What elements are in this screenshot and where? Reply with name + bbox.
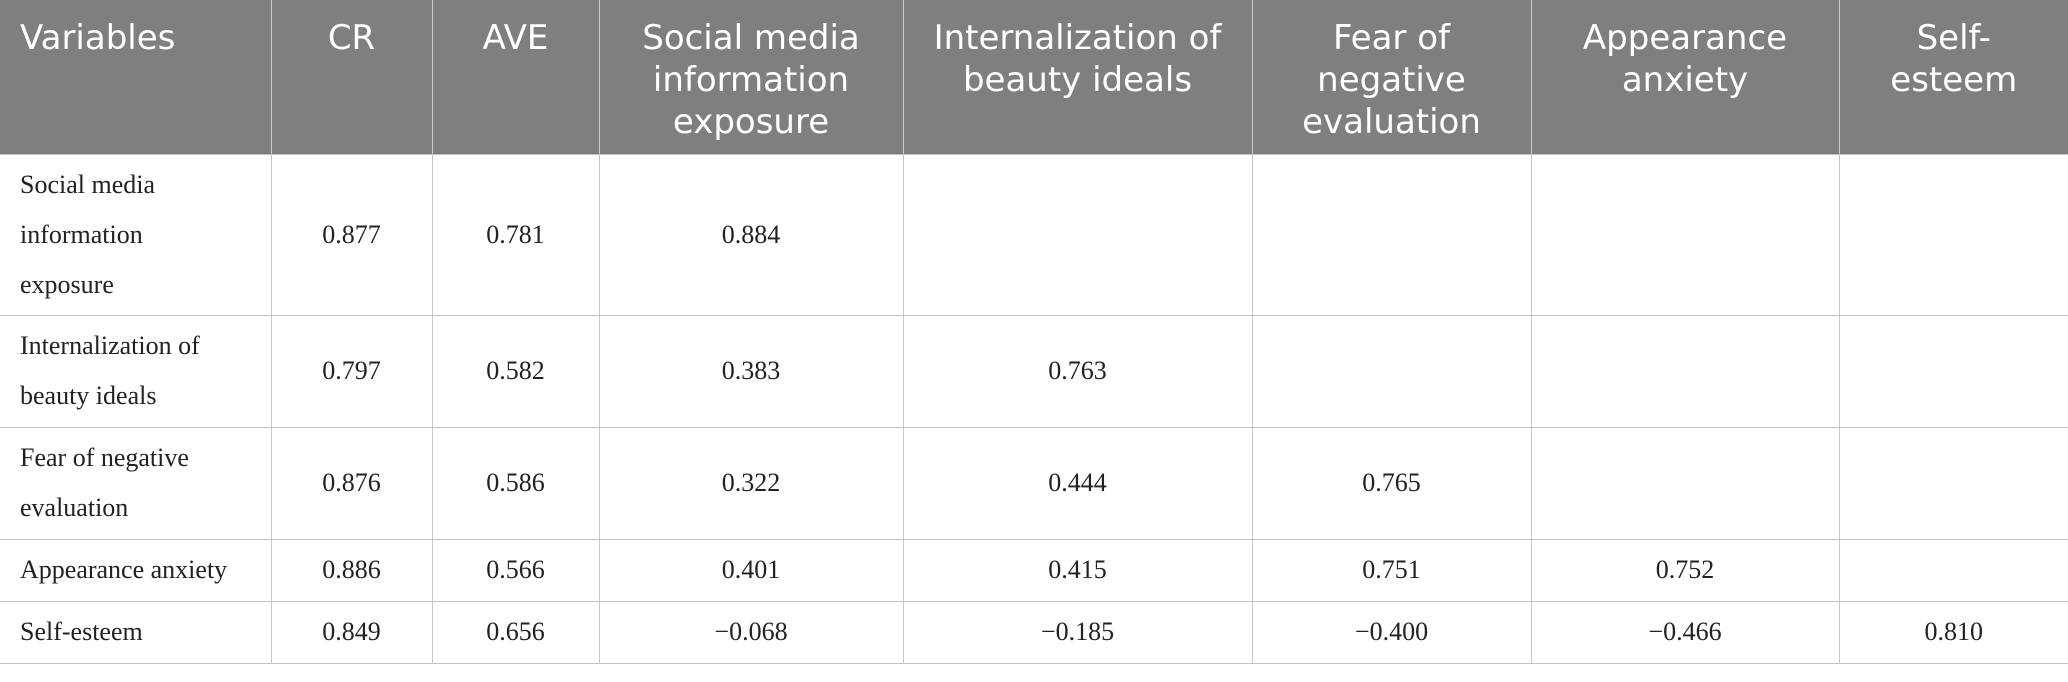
header-internalization: Internalization of beauty ideals — [902, 0, 1252, 154]
table-cell: 0.849 — [270, 600, 433, 664]
table-cell: 0.752 — [1530, 538, 1840, 602]
header-variables: Variables — [0, 0, 271, 154]
table-cell — [1838, 153, 2068, 316]
table-cell: 0.401 — [598, 538, 904, 602]
row-label: Internalization of beauty ideals — [0, 314, 272, 428]
row-label: Fear of negative evaluation — [0, 426, 272, 540]
table-cell: 0.322 — [598, 426, 904, 540]
row-label: Self-esteem — [0, 600, 272, 664]
table-cell: 0.383 — [598, 314, 904, 428]
header-ave: AVE — [431, 0, 599, 154]
table-cell: 0.415 — [902, 538, 1253, 602]
header-appearance: Appearance anxiety — [1530, 0, 1839, 154]
header-row: Variables CR AVE Social media informatio… — [0, 0, 2068, 154]
header-cr: CR — [270, 0, 432, 154]
table-cell: 0.765 — [1251, 426, 1532, 540]
table-cell: 0.781 — [431, 153, 600, 316]
header-fear: Fear of negative evaluation — [1251, 0, 1531, 154]
table-cell: 0.763 — [902, 314, 1253, 428]
table-cell: 0.886 — [270, 538, 433, 602]
table-cell — [1530, 314, 1840, 428]
table-cell: −0.068 — [598, 600, 904, 664]
table-cell: 0.751 — [1251, 538, 1532, 602]
table-cell — [902, 153, 1253, 316]
header-social-media: Social media information exposure — [598, 0, 903, 154]
table-cell: 0.444 — [902, 426, 1253, 540]
table-cell: −0.185 — [902, 600, 1253, 664]
table-cell — [1838, 314, 2068, 428]
table-cell: 0.797 — [270, 314, 433, 428]
table-cell: 0.877 — [270, 153, 433, 316]
table-cell: 0.656 — [431, 600, 600, 664]
table-row: Internalization of beauty ideals 0.797 0… — [0, 314, 2068, 428]
table-cell: 0.566 — [431, 538, 600, 602]
table-cell: −0.466 — [1530, 600, 1840, 664]
table-cell: 0.582 — [431, 314, 600, 428]
table-cell: −0.400 — [1251, 600, 1532, 664]
table-cell: 0.884 — [598, 153, 904, 316]
table-cell — [1251, 153, 1532, 316]
table-cell — [1530, 426, 1840, 540]
table-row: Fear of negative evaluation 0.876 0.586 … — [0, 426, 2068, 540]
table-row: Appearance anxiety 0.886 0.566 0.401 0.4… — [0, 538, 2068, 602]
table-cell: 0.586 — [431, 426, 600, 540]
table-cell: 0.876 — [270, 426, 433, 540]
header-self-esteem: Self-esteem — [1838, 0, 2068, 154]
table-cell — [1838, 538, 2068, 602]
table-cell — [1530, 153, 1840, 316]
row-label: Social media information exposure — [0, 153, 272, 316]
table-row: Self-esteem 0.849 0.656 −0.068 −0.185 −0… — [0, 600, 2068, 664]
table-cell — [1251, 314, 1532, 428]
table-cell: 0.810 — [1838, 600, 2068, 664]
table-cell — [1838, 426, 2068, 540]
table-row: Social media information exposure 0.877 … — [0, 153, 2068, 316]
correlation-table: Variables CR AVE Social media informatio… — [0, 0, 2068, 664]
row-label: Appearance anxiety — [0, 538, 272, 602]
